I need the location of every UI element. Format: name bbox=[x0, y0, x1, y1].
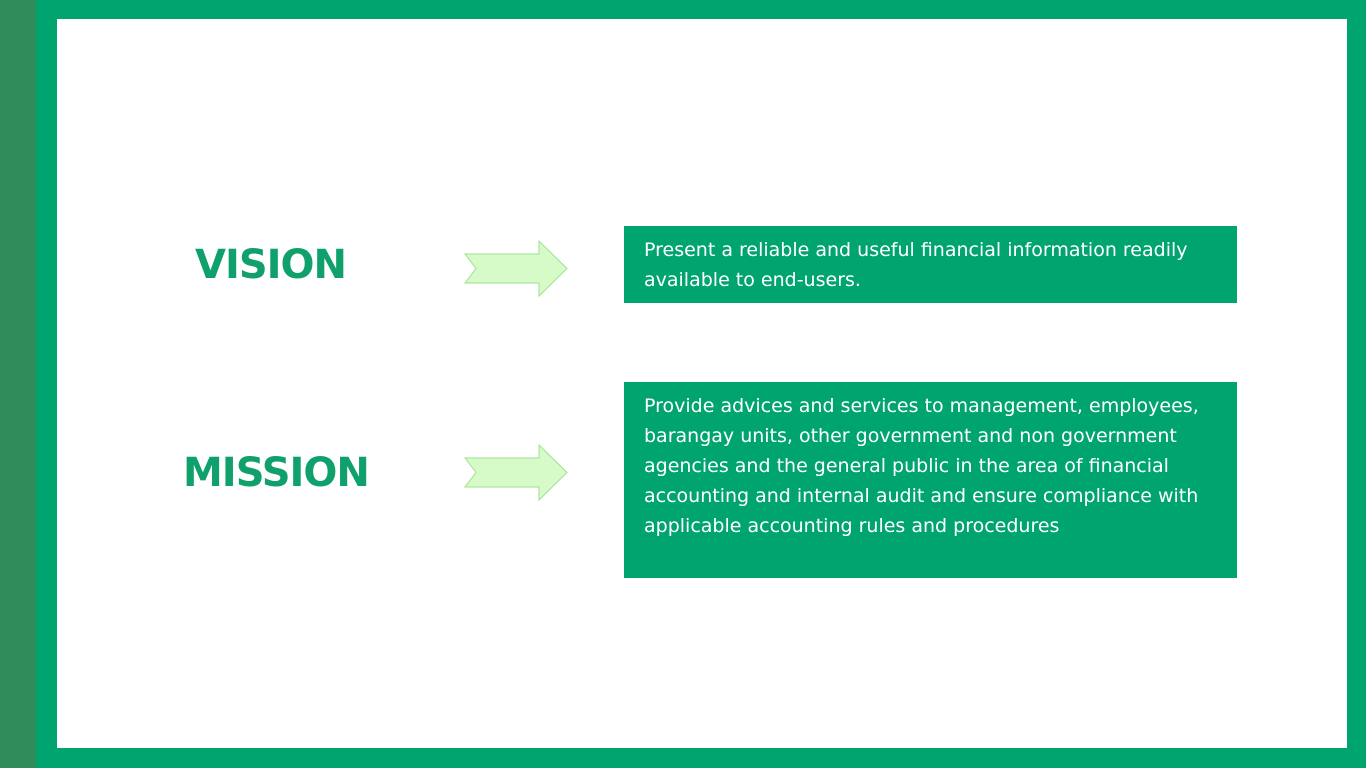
vision-statement-box: Present a reliable and useful financial … bbox=[624, 226, 1237, 303]
left-accent-stripe bbox=[0, 0, 36, 768]
mission-statement-box: Provide advices and services to manageme… bbox=[624, 382, 1237, 578]
right-arrow-icon bbox=[464, 240, 568, 297]
slide-canvas: VISION Present a reliable and useful fin… bbox=[57, 19, 1347, 748]
mission-heading: MISSION bbox=[183, 450, 370, 496]
right-arrow-icon bbox=[464, 444, 568, 501]
vision-heading: VISION bbox=[195, 242, 347, 288]
mission-statement: Provide advices and services to manageme… bbox=[644, 395, 1199, 537]
vision-statement: Present a reliable and useful financial … bbox=[644, 239, 1188, 291]
